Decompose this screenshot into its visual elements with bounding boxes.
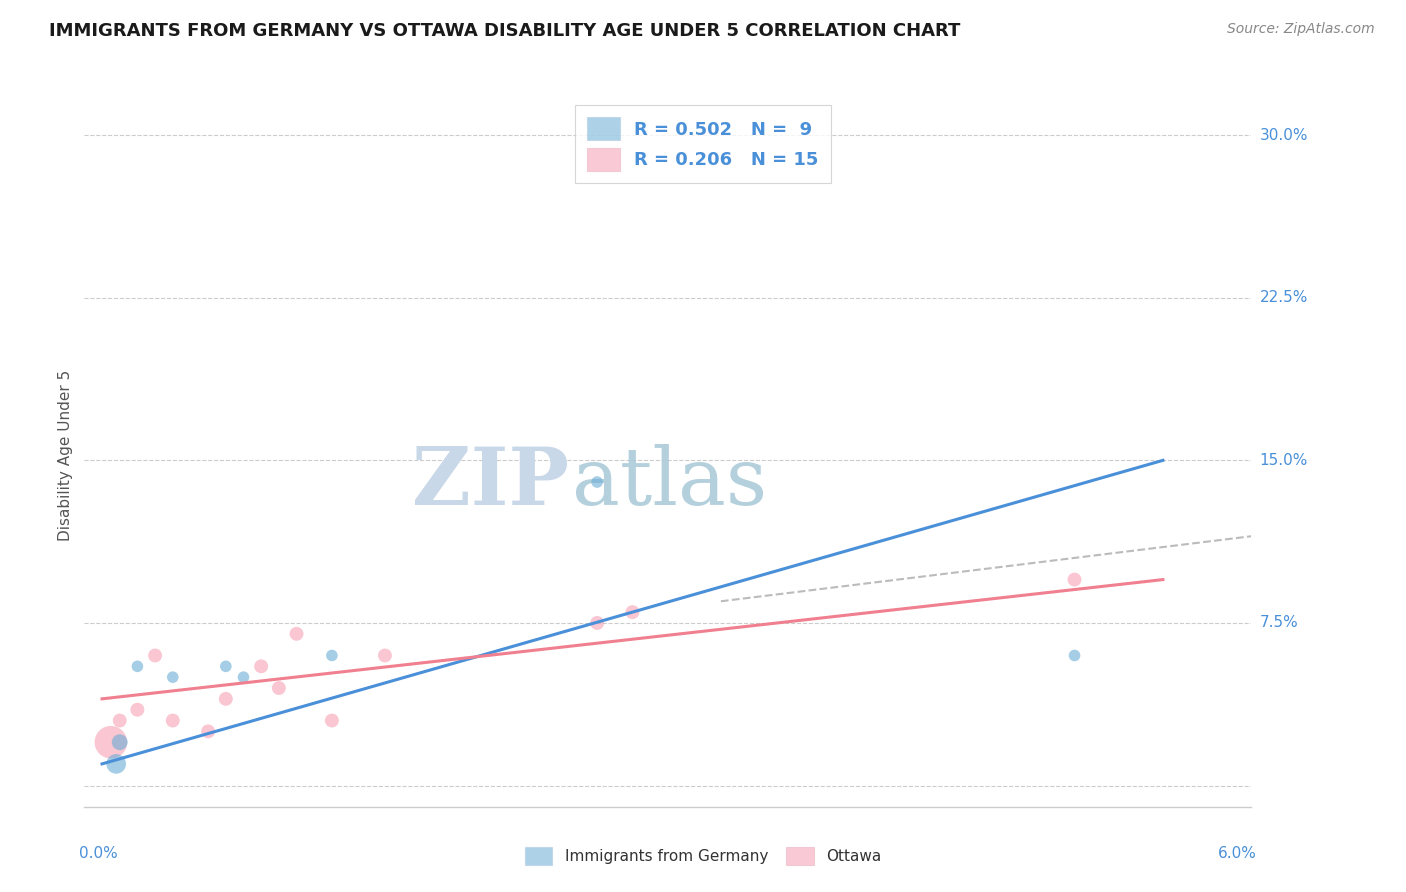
Point	[1063, 648, 1085, 663]
Point	[586, 615, 609, 630]
Point	[215, 659, 238, 673]
Point	[127, 703, 149, 717]
Text: ZIP: ZIP	[412, 444, 568, 522]
Text: Source: ZipAtlas.com: Source: ZipAtlas.com	[1227, 22, 1375, 37]
Legend: Immigrants from Germany, Ottawa: Immigrants from Germany, Ottawa	[519, 841, 887, 871]
Point	[267, 681, 290, 695]
Point	[321, 648, 343, 663]
Point	[143, 648, 166, 663]
Text: 6.0%: 6.0%	[1219, 846, 1257, 861]
Point	[250, 659, 273, 673]
Point	[215, 691, 238, 706]
Point	[105, 756, 128, 771]
Text: 0.0%: 0.0%	[79, 846, 117, 861]
Point	[162, 670, 184, 684]
Y-axis label: Disability Age Under 5: Disability Age Under 5	[58, 369, 73, 541]
Point	[621, 605, 644, 619]
Point	[321, 714, 343, 728]
Text: IMMIGRANTS FROM GERMANY VS OTTAWA DISABILITY AGE UNDER 5 CORRELATION CHART: IMMIGRANTS FROM GERMANY VS OTTAWA DISABI…	[49, 22, 960, 40]
Text: 22.5%: 22.5%	[1260, 290, 1308, 305]
Point	[374, 648, 396, 663]
Point	[285, 627, 308, 641]
Legend: R = 0.502   N =  9, R = 0.206   N = 15: R = 0.502 N = 9, R = 0.206 N = 15	[575, 104, 831, 184]
Point	[162, 714, 184, 728]
Point	[197, 724, 219, 739]
Text: 7.5%: 7.5%	[1260, 615, 1298, 631]
Point	[108, 714, 131, 728]
Point	[100, 735, 122, 749]
Text: atlas: atlas	[572, 444, 768, 522]
Point	[1063, 573, 1085, 587]
Point	[586, 475, 609, 489]
Point	[108, 735, 131, 749]
Text: 15.0%: 15.0%	[1260, 453, 1308, 467]
Point	[127, 659, 149, 673]
Point	[232, 670, 254, 684]
Text: 30.0%: 30.0%	[1260, 128, 1308, 143]
